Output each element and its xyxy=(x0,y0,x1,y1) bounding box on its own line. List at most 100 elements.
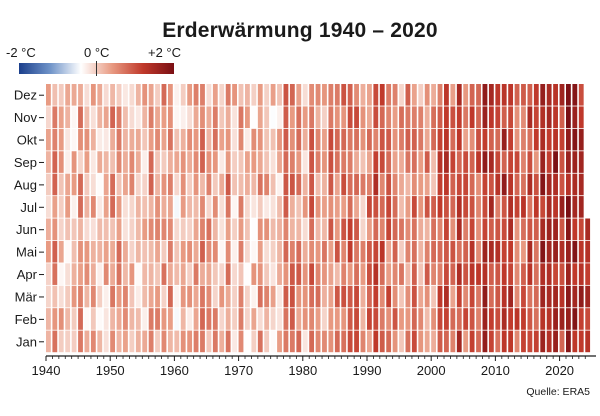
heatmap-cell xyxy=(418,173,424,196)
heatmap-cell xyxy=(187,196,193,218)
heatmap-cell xyxy=(578,84,584,106)
heatmap-cell xyxy=(180,173,186,196)
heatmap-cell xyxy=(482,128,488,151)
heatmap-cell xyxy=(155,196,160,218)
heatmap-cell xyxy=(97,84,103,106)
heatmap-cell xyxy=(232,128,237,151)
heatmap-cell xyxy=(46,263,51,285)
heatmap-cell xyxy=(200,106,205,129)
heatmap-cell xyxy=(58,218,64,241)
heatmap-cell xyxy=(206,308,212,330)
heatmap-cell xyxy=(161,173,167,196)
heatmap-cell xyxy=(521,330,526,353)
heatmap-cell xyxy=(283,218,289,241)
heatmap-cell xyxy=(546,196,552,218)
heatmap-cell xyxy=(379,173,385,196)
heatmap-cell xyxy=(212,151,218,173)
heatmap-cell xyxy=(71,84,77,106)
heatmap-cell xyxy=(123,330,128,353)
heatmap-cell xyxy=(65,263,71,285)
heatmap-cell xyxy=(289,151,295,173)
heatmap-cell xyxy=(296,263,302,285)
heatmap-cell xyxy=(334,308,340,330)
heatmap-cell xyxy=(315,173,321,196)
x-tick-label: 1940 xyxy=(32,363,61,378)
heatmap-cell xyxy=(90,84,96,106)
heatmap-cell xyxy=(463,218,469,241)
heatmap-cell xyxy=(71,196,77,218)
heatmap-cell xyxy=(174,128,180,151)
heatmap-cell xyxy=(559,240,565,263)
heatmap-cell xyxy=(360,173,366,196)
heatmap-cell xyxy=(200,196,205,218)
heatmap-cell xyxy=(431,240,437,263)
legend-mid-label: 0 °C xyxy=(84,45,110,60)
heatmap-cell xyxy=(245,106,250,129)
heatmap-cell xyxy=(334,285,340,308)
heatmap-cell xyxy=(277,263,282,285)
heatmap-cell xyxy=(501,285,507,308)
heatmap-cell xyxy=(328,308,334,330)
heatmap-cell xyxy=(65,308,71,330)
heatmap-cell xyxy=(123,151,128,173)
heatmap-cell xyxy=(71,263,77,285)
heatmap-cell xyxy=(450,84,456,106)
heatmap-cell xyxy=(161,218,167,241)
heatmap-cell xyxy=(251,263,257,285)
heatmap-cell xyxy=(309,151,315,173)
heatmap-cell xyxy=(405,240,411,263)
heatmap-cell xyxy=(476,240,481,263)
heatmap-cell xyxy=(476,151,481,173)
heatmap-cell xyxy=(180,84,186,106)
heatmap-cell xyxy=(110,106,116,129)
y-tick-label: Okt xyxy=(17,133,38,148)
heatmap-cell xyxy=(65,173,71,196)
heatmap-cell xyxy=(283,308,289,330)
heatmap-cell xyxy=(482,240,488,263)
heatmap-cell xyxy=(527,196,533,218)
heatmap-cell xyxy=(424,240,430,263)
heatmap-cell xyxy=(58,285,64,308)
heatmap-cell xyxy=(450,218,456,241)
heatmap-cell xyxy=(411,151,417,173)
heatmap-cell xyxy=(366,285,372,308)
heatmap-cell xyxy=(103,263,109,285)
heatmap-cell xyxy=(450,263,456,285)
heatmap-cell xyxy=(540,106,546,129)
heatmap-cell xyxy=(366,151,372,173)
heatmap-cell xyxy=(116,218,122,241)
heatmap-cell xyxy=(110,151,116,173)
heatmap-cell xyxy=(65,218,71,241)
heatmap-cell xyxy=(116,330,122,353)
heatmap-cell xyxy=(245,218,250,241)
heatmap-cell xyxy=(161,128,167,151)
heatmap-cell xyxy=(379,84,385,106)
heatmap-cell xyxy=(354,218,359,241)
heatmap-cell xyxy=(52,196,58,218)
heatmap-cell xyxy=(238,285,244,308)
heatmap-cell xyxy=(418,196,424,218)
heatmap-cell xyxy=(309,173,315,196)
heatmap-cell xyxy=(379,330,385,353)
heatmap-cell xyxy=(296,285,302,308)
heatmap-cell xyxy=(251,173,257,196)
heatmap-cell xyxy=(302,263,308,285)
heatmap-cell xyxy=(187,218,193,241)
heatmap-cell xyxy=(546,218,552,241)
heatmap-cell xyxy=(90,106,96,129)
heatmap-cell xyxy=(379,285,385,308)
heatmap-cell xyxy=(360,263,366,285)
heatmap-cell xyxy=(123,173,128,196)
heatmap-cell xyxy=(508,240,514,263)
heatmap-cell xyxy=(148,218,154,241)
heatmap-cell xyxy=(463,263,469,285)
heatmap-cell xyxy=(514,151,520,173)
heatmap-cell xyxy=(399,240,404,263)
heatmap-cell xyxy=(123,84,128,106)
x-tick-label: 1990 xyxy=(353,363,382,378)
y-tick-label: Jan xyxy=(16,334,37,349)
heatmap-cell xyxy=(495,263,501,285)
heatmap-cell xyxy=(514,218,520,241)
heatmap-cell xyxy=(366,308,372,330)
heatmap-cell xyxy=(289,240,295,263)
